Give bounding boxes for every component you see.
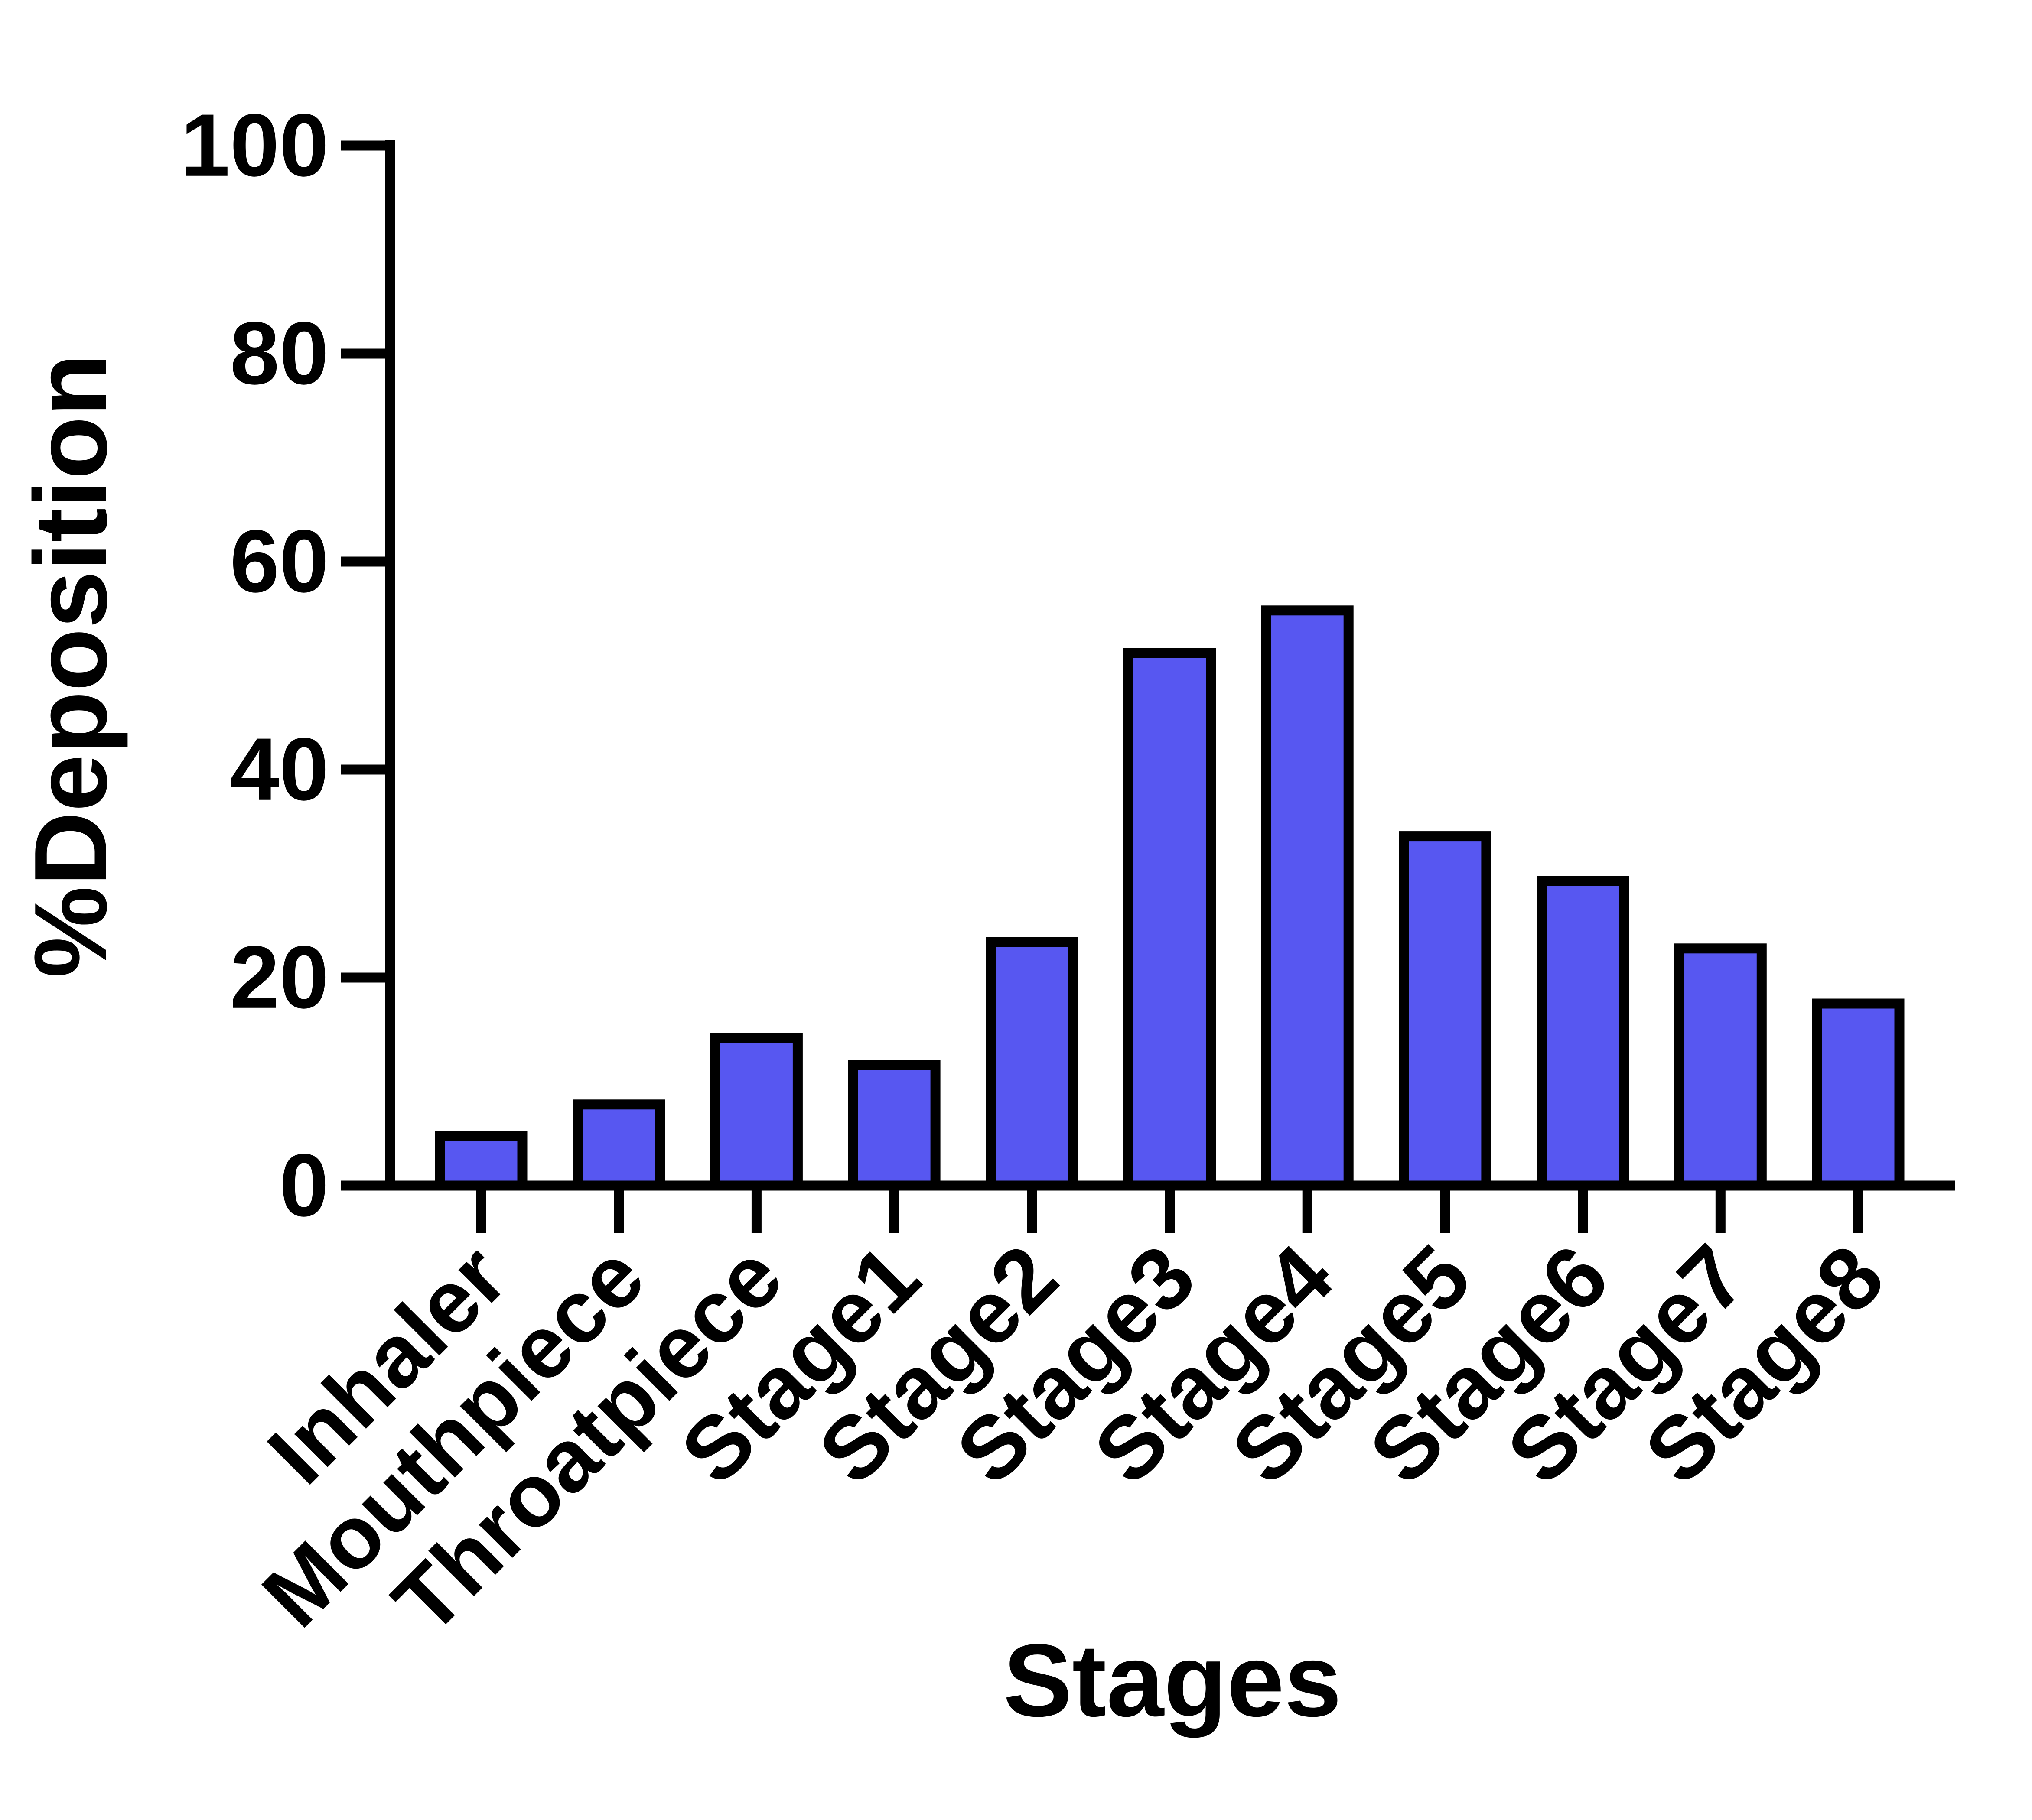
bar-mouthpiece [573,1099,665,1191]
bar-stage4 [1261,605,1354,1191]
y-axis: 0 20 40 60 80 100 [180,96,390,1235]
bar-stage7 [1674,943,1767,1191]
y-tick-label: 80 [230,304,329,403]
bar-inhaler [435,1131,528,1191]
bar-stage5 [1399,831,1491,1191]
bar-stage3 [1123,648,1216,1191]
bar-stage8 [1812,998,1905,1191]
y-tick-label: 60 [230,512,329,611]
bar-throatpiece [710,1033,803,1191]
y-axis-title: %Deposition [13,353,128,978]
y-tick-label: 0 [279,1136,329,1235]
bar-stage2 [986,937,1078,1191]
x-axis-title: Stages [1003,1623,1342,1738]
bars [435,605,1905,1191]
axes [385,140,1955,1191]
y-tick-label: 20 [230,928,329,1027]
x-axis: InhalerMouthpieceThroatpieceStage1Stage2… [244,1190,1902,1652]
bar-stage6 [1537,876,1629,1191]
y-tick-label: 100 [180,96,329,195]
bar-stage1 [848,1060,941,1191]
y-tick-label: 40 [230,720,329,819]
